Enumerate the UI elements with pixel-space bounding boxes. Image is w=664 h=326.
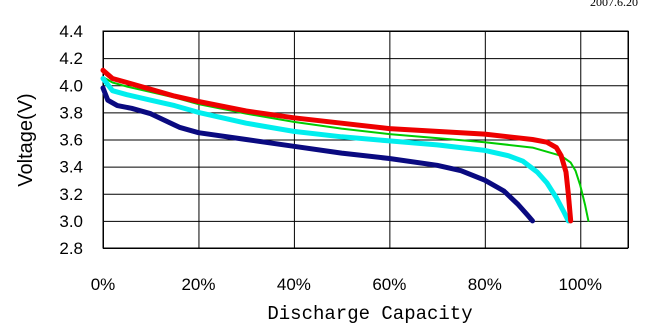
x-tick-label: 100% [559,275,602,294]
x-tick-label: 0% [91,275,116,294]
x-tick-label: 60% [372,275,406,294]
y-tick-labels: 2.8 3.0 3.2 3.4 3.6 3.8 4.0 4.2 4.4 [59,22,83,258]
y-tick-label: 2.8 [59,239,83,258]
x-tick-label: 80% [468,275,502,294]
series-line-2 [100,76,571,224]
corner-text: 2007.6.20 [590,0,638,9]
y-tick-label: 3.6 [59,131,83,150]
y-tick-label: 3.8 [59,103,83,122]
y-tick-label: 3.2 [59,185,83,204]
series-layer [100,67,590,224]
series-line-3 [100,85,535,224]
x-axis-label: Discharge Capacity [267,303,472,325]
series-line-4 [100,67,574,224]
y-tick-label: 4.4 [59,22,83,41]
y-axis-label: Voltage(V) [15,93,37,186]
x-tick-label: 20% [181,275,215,294]
y-tick-label: 4.0 [59,76,83,95]
y-tick-label: 3.4 [59,158,83,177]
x-tick-label: 40% [277,275,311,294]
y-tick-label: 3.0 [59,212,83,231]
y-tick-label: 4.2 [59,49,83,68]
x-tick-labels: 0% 20% 40% 60% 80% 100% [91,275,602,294]
